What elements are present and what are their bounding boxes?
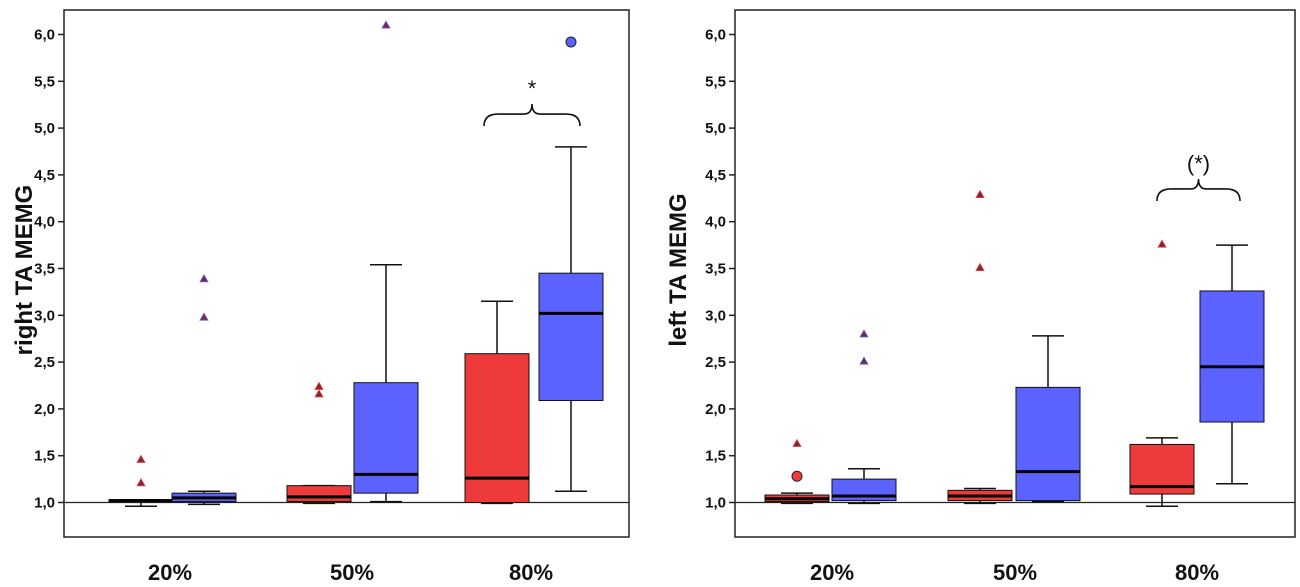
outlier-triangle bbox=[136, 478, 146, 487]
box-plots bbox=[735, 178, 1295, 507]
outlier-triangle bbox=[199, 273, 209, 283]
y-tick-label: 5,0 bbox=[705, 120, 726, 137]
y-tick-label: 5,5 bbox=[34, 73, 55, 90]
box-iqr bbox=[286, 485, 352, 503]
plot-frame bbox=[63, 9, 630, 538]
y-tick-label: 2,5 bbox=[705, 354, 726, 371]
outlier-triangle bbox=[859, 329, 869, 338]
y-tick-label: 6,0 bbox=[34, 27, 55, 44]
y-tick-label: 2,5 bbox=[34, 354, 55, 371]
outlier-triangle bbox=[314, 389, 324, 398]
y-axis-ticks: 1,0 1,5 2,0 2,5 3,0 3,5 4,0 4,5 5,0 5,5 6,0 bbox=[705, 27, 735, 512]
y-tick-label: 3,0 bbox=[705, 307, 726, 324]
x-tick-label: 50% bbox=[993, 560, 1037, 585]
outlier-triangle bbox=[975, 189, 985, 198]
y-tick-label: 4,0 bbox=[34, 214, 55, 231]
outlier-triangle bbox=[199, 312, 209, 321]
y-tick-label: 4,0 bbox=[705, 214, 726, 231]
box-iqr bbox=[1199, 290, 1265, 423]
y-tick-label: 1,0 bbox=[705, 495, 726, 512]
x-tick-label: 20% bbox=[148, 560, 192, 585]
significance-bracket bbox=[483, 104, 581, 127]
significance-annotation: (*) bbox=[1187, 151, 1210, 176]
y-axis-label: right TA MEMG bbox=[11, 185, 38, 356]
x-tick-label: 20% bbox=[810, 560, 854, 585]
outlier-circle bbox=[565, 36, 577, 48]
outlier-triangle bbox=[381, 20, 391, 29]
y-tick-label: 5,5 bbox=[705, 73, 726, 90]
box-red-20pct bbox=[108, 454, 174, 507]
outlier-triangle bbox=[314, 381, 324, 390]
x-axis-labels: 20% 50% 80% bbox=[148, 560, 553, 585]
box-red-50pct bbox=[286, 381, 352, 505]
y-tick-label: 3,0 bbox=[34, 307, 55, 324]
box-iqr bbox=[353, 382, 419, 494]
box-iqr bbox=[538, 272, 604, 401]
box-blue-50pct bbox=[1015, 335, 1081, 503]
outlier-triangle bbox=[975, 262, 985, 271]
plot-frame bbox=[734, 9, 1296, 538]
y-tick-label: 5,0 bbox=[34, 120, 55, 137]
box-plots bbox=[64, 20, 629, 507]
box-red-50pct bbox=[947, 189, 1013, 505]
outlier-circle bbox=[791, 470, 803, 482]
right-ta-memg-panel: right TA MEMG 1,0 1,5 2,0 2,5 3,0 3,5 4,0 4,5 5,… bbox=[11, 9, 630, 585]
box-blue-80pct bbox=[538, 36, 604, 493]
outlier-triangle bbox=[792, 438, 802, 447]
y-tick-label: 1,5 bbox=[34, 448, 55, 465]
significance-annotation: * bbox=[528, 76, 537, 101]
box-red-80pct bbox=[1129, 239, 1195, 507]
x-tick-label: 80% bbox=[509, 560, 553, 585]
y-tick-label: 1,0 bbox=[34, 495, 55, 512]
y-axis-label: left TA MEMG bbox=[665, 193, 692, 346]
box-iqr bbox=[464, 353, 530, 503]
y-tick-label: 3,5 bbox=[705, 261, 726, 278]
y-tick-label: 1,5 bbox=[705, 448, 726, 465]
y-tick-label: 6,0 bbox=[705, 27, 726, 44]
left-ta-memg-panel: left TA MEMG 1,0 1,5 2,0 2,5 3,0 3,5 4,0 4,5 5,0… bbox=[665, 9, 1296, 585]
x-tick-label: 80% bbox=[1175, 560, 1219, 585]
outlier-triangle bbox=[136, 454, 146, 463]
box-blue-20pct bbox=[171, 273, 237, 506]
box-red-80pct bbox=[464, 300, 530, 505]
y-tick-label: 3,5 bbox=[34, 261, 55, 278]
x-tick-label: 50% bbox=[330, 560, 374, 585]
box-iqr bbox=[1015, 386, 1081, 502]
outlier-triangle bbox=[859, 356, 869, 365]
outlier-triangle bbox=[1157, 239, 1167, 248]
significance-bracket bbox=[1156, 178, 1241, 201]
x-axis-labels: 20% 50% 80% bbox=[810, 560, 1219, 585]
y-tick-label: 4,5 bbox=[705, 167, 726, 184]
box-red-20pct bbox=[764, 438, 830, 505]
y-tick-label: 2,0 bbox=[705, 401, 726, 418]
y-tick-label: 2,0 bbox=[34, 401, 55, 418]
y-axis-ticks: 1,0 1,5 2,0 2,5 3,0 3,5 4,0 4,5 5,0 5,5 6,0 bbox=[34, 27, 64, 512]
box-blue-80pct bbox=[1199, 244, 1265, 485]
box-blue-20pct bbox=[831, 329, 897, 505]
box-blue-50pct bbox=[353, 20, 419, 503]
y-tick-label: 4,5 bbox=[34, 167, 55, 184]
